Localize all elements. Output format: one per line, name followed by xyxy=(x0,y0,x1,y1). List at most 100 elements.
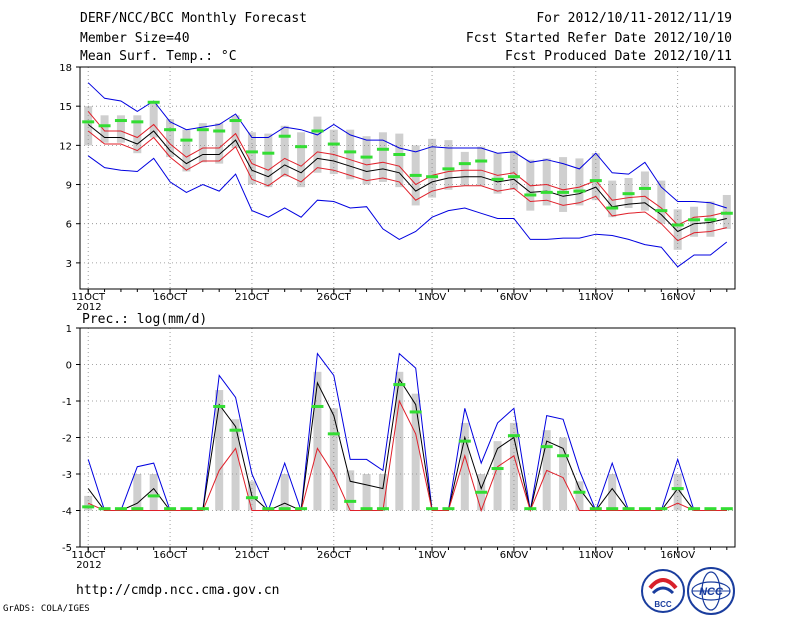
series-line-min xyxy=(87,155,728,268)
spread-box xyxy=(329,408,338,511)
y-tick-label: 12 xyxy=(59,141,72,152)
y-tick-label: -5 xyxy=(62,543,72,554)
spread-box xyxy=(198,123,207,163)
spread-box xyxy=(493,153,502,194)
y-tick-label: -3 xyxy=(62,470,72,481)
series-line-lower xyxy=(87,130,727,242)
forecast-start-date: Fcst Started Refer Date 2012/10/10 xyxy=(465,31,732,46)
spread-box xyxy=(509,150,518,190)
spread-box xyxy=(280,125,289,177)
spread-box xyxy=(575,481,584,511)
spread-box xyxy=(297,132,306,188)
spread-box xyxy=(84,495,93,511)
x-tick-label: 1NOV xyxy=(418,550,447,561)
spread-box xyxy=(84,106,93,146)
spread-box xyxy=(657,180,666,224)
y-tick-label: 18 xyxy=(59,63,72,74)
spread-box xyxy=(477,146,486,186)
x-tick-label: 21OCT xyxy=(235,550,270,561)
spread-box xyxy=(559,157,568,212)
spread-box xyxy=(395,133,404,188)
x-tick-label: 11NOV xyxy=(578,292,613,303)
spread-box xyxy=(493,441,502,511)
spread-box xyxy=(215,390,224,511)
spread-box xyxy=(362,474,371,511)
y-tick-label: 6 xyxy=(66,220,72,231)
y-tick-label: 9 xyxy=(66,181,72,192)
forecast-period: For 2012/10/11-2012/11/19 xyxy=(536,11,732,26)
x-year-label: 2012 xyxy=(76,560,101,571)
x-tick-label: 6NOV xyxy=(500,550,529,561)
spread-box xyxy=(231,115,240,148)
x-tick-label: 26OCT xyxy=(317,550,352,561)
spread-box xyxy=(690,206,699,237)
spread-box xyxy=(509,422,518,511)
plot-frame xyxy=(79,66,736,290)
series-line-mean xyxy=(87,377,727,512)
spread-box xyxy=(166,119,175,158)
spread-box xyxy=(149,474,158,511)
x-tick-label: 1NOV xyxy=(418,292,447,303)
spread-box xyxy=(559,437,568,511)
spread-box xyxy=(411,393,420,511)
spread-box xyxy=(460,422,469,511)
precip-panel-title: Prec.: log(mm/d) xyxy=(82,312,207,327)
x-year-label: 2012 xyxy=(76,302,101,313)
forecast-produced-date: Fcst Produced Date 2012/10/11 xyxy=(505,49,732,64)
chart-panel-1: 3 6 9 12 15 18 11OCT 16OCT 21OCT 26OCT 1NOV 6NOV 11N… xyxy=(59,63,736,313)
x-tick-label: 26OCT xyxy=(317,292,352,303)
spread-box xyxy=(608,474,617,511)
bcc-logo: BCC xyxy=(641,569,685,613)
x-tick-label: 6NOV xyxy=(500,292,529,303)
x-tick-label: 11OCT xyxy=(71,292,106,303)
bcc-logo-text: BCC xyxy=(654,600,672,609)
y-tick-label: -4 xyxy=(62,507,72,518)
chart-title: DERF/NCC/BCC Monthly Forecast xyxy=(80,11,307,26)
x-tick-label: 16NOV xyxy=(660,292,695,303)
spread-box xyxy=(133,474,142,511)
x-tick-label: 16OCT xyxy=(153,292,188,303)
grads-credit: GrADS: COLA/IGES xyxy=(3,604,90,614)
y-tick-label: 1 xyxy=(66,324,72,335)
spread-box xyxy=(149,102,158,138)
spread-box xyxy=(460,151,469,186)
series-line-spread xyxy=(87,399,727,513)
spread-box xyxy=(640,171,649,211)
spread-box xyxy=(313,371,322,511)
spread-box xyxy=(575,158,584,206)
chart-panel-2: Prec.: log(mm/d) -5 -4 -3 -2 -1 0 1 11OCT 16OCT 21… xyxy=(62,312,736,571)
spread-box xyxy=(542,158,551,206)
spread-box xyxy=(116,115,125,143)
website-url[interactable]: http://cmdp.ncc.cma.gov.cn xyxy=(76,583,280,598)
y-tick-label: -1 xyxy=(62,397,72,408)
spread-box xyxy=(444,140,453,190)
series-line-mean xyxy=(87,124,727,233)
spread-box xyxy=(346,470,355,511)
x-tick-label: 16NOV xyxy=(660,550,695,561)
x-tick-label: 21OCT xyxy=(235,292,270,303)
ncc-logo: NCC xyxy=(687,567,735,615)
spread-box xyxy=(378,474,387,511)
series-line-max xyxy=(87,352,727,512)
spread-box xyxy=(673,209,682,250)
spread-box xyxy=(231,419,240,511)
spread-box xyxy=(100,115,109,143)
y-tick-label: -2 xyxy=(62,434,72,445)
spread-box xyxy=(395,371,404,511)
spread-box xyxy=(608,180,617,218)
spread-box xyxy=(428,138,437,198)
x-tick-label: 16OCT xyxy=(153,550,188,561)
x-tick-label: 11NOV xyxy=(578,550,613,561)
spread-box xyxy=(215,123,224,164)
spread-box xyxy=(247,132,256,185)
spread-box xyxy=(362,136,371,185)
series-line-max xyxy=(87,82,727,209)
spread-box xyxy=(280,474,289,511)
spread-box xyxy=(182,129,191,172)
variable-label: Mean Surf. Temp.: °C xyxy=(80,49,237,64)
x-tick-label: 11OCT xyxy=(71,550,106,561)
ncc-logo-text: NCC xyxy=(699,586,724,598)
series-line-upper xyxy=(87,111,727,226)
y-tick-label: 0 xyxy=(66,361,72,372)
